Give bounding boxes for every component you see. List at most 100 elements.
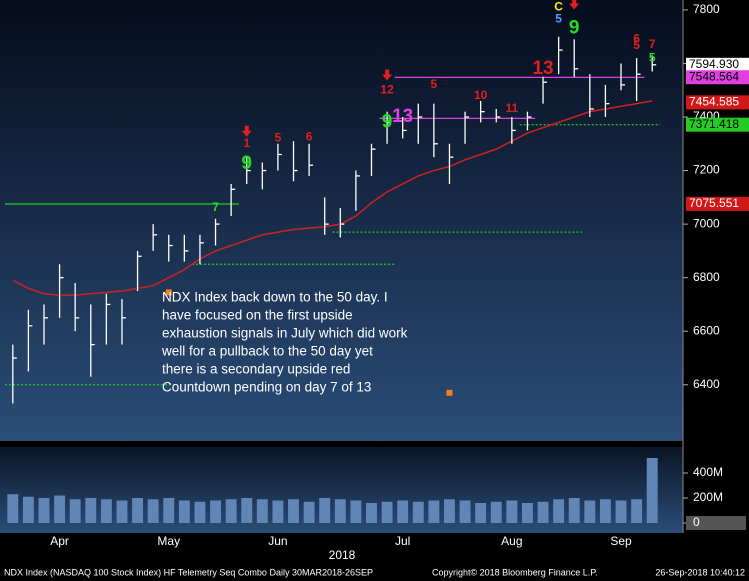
signal-arrow xyxy=(241,125,252,137)
marker xyxy=(165,289,172,296)
volume-bar xyxy=(303,501,315,523)
volume-tick-label: 0 xyxy=(693,515,700,529)
marker xyxy=(446,389,453,396)
x-tick-label: Apr xyxy=(50,534,69,548)
volume-bar xyxy=(366,503,377,523)
volume-bar xyxy=(256,499,268,523)
note-text: Countdown pending on day 7 of 13 xyxy=(162,380,371,395)
volume-bar xyxy=(444,499,455,523)
sequential-count: 7 xyxy=(212,200,219,214)
volume-bar xyxy=(334,499,346,523)
y-tick-label: 6800 xyxy=(693,270,720,284)
volume-bar xyxy=(54,495,66,523)
x-tick-label: Aug xyxy=(501,534,522,548)
price-tag xyxy=(686,70,749,85)
sequential-count: 5 xyxy=(633,38,640,52)
price-tag-label: 7075.551 xyxy=(689,196,739,210)
volume-bar xyxy=(615,500,627,523)
volume-bar xyxy=(194,501,206,523)
zero-box xyxy=(686,516,746,530)
volume-bar xyxy=(506,500,518,523)
sequential-count: 9 xyxy=(382,111,393,132)
volume-tick-label: 400M xyxy=(693,465,723,479)
volume-bar xyxy=(319,498,331,523)
sequential-count: 1 xyxy=(243,136,250,150)
footer-left: NDX Index (NASDAQ 100 Stock Index) HF Te… xyxy=(4,567,373,577)
volume-bar xyxy=(490,501,502,523)
volume-bar xyxy=(225,499,237,523)
sequential-count: 5 xyxy=(431,77,438,91)
sequential-count: 11 xyxy=(506,101,519,115)
volume-bar xyxy=(100,499,112,523)
price-tag xyxy=(686,117,749,132)
volume-bar xyxy=(178,500,190,523)
y-tick-label: 6400 xyxy=(693,377,720,391)
volume-bar xyxy=(210,500,221,523)
y-tick-label: 7000 xyxy=(693,216,720,230)
volume-bar xyxy=(568,498,580,523)
volume-bar xyxy=(116,500,128,523)
volume-bar xyxy=(459,500,471,523)
price-tag xyxy=(686,196,749,211)
volume-bar xyxy=(428,500,440,523)
volume-bar xyxy=(631,499,643,523)
x-tick-label: Jul xyxy=(395,534,410,548)
volume-bar xyxy=(163,498,175,523)
volume-bar xyxy=(85,498,97,523)
sequential-count: 5 xyxy=(555,11,562,25)
volume-bar xyxy=(288,499,299,523)
x-tick-label: Sep xyxy=(610,534,632,548)
volume-tick-label: 200M xyxy=(693,490,723,504)
sequential-count: 5 xyxy=(275,131,282,145)
sequential-count: 13 xyxy=(532,58,553,79)
volume-bar xyxy=(22,496,34,523)
sequential-count: 6 xyxy=(306,129,313,143)
note-text: there is a secondary upside red xyxy=(162,362,350,377)
volume-bar xyxy=(412,501,424,523)
price-tag-label: 7371.418 xyxy=(689,117,739,131)
volume-bar xyxy=(132,498,144,523)
price-tag xyxy=(686,95,749,110)
sequential-count: 9 xyxy=(241,153,252,174)
x-tick-label: May xyxy=(157,534,180,548)
sequential-count: 6 xyxy=(633,32,640,46)
volume-bar xyxy=(584,500,596,523)
x-tick-label: Jun xyxy=(268,534,287,548)
y-tick-label: 6600 xyxy=(693,323,720,337)
price-tag xyxy=(686,57,749,72)
price-tag-label: 7548.564 xyxy=(689,69,739,83)
volume-bar xyxy=(553,499,565,523)
volume-bar xyxy=(537,501,549,523)
sequential-count: 9 xyxy=(569,18,580,39)
sequential-count: 10 xyxy=(474,88,488,102)
price-tag-label: 7594.930 xyxy=(689,57,739,71)
volume-bar xyxy=(397,500,409,523)
volume-bar xyxy=(38,498,50,523)
sequential-count: 7 xyxy=(649,37,656,51)
volume-bar xyxy=(646,458,658,523)
y-tick-label: 7200 xyxy=(693,163,720,177)
sequential-count: 12 xyxy=(380,82,394,96)
volume-bar xyxy=(599,499,611,523)
volume-bar xyxy=(381,501,393,523)
note-text: well for a pullback to the 50 day yet xyxy=(161,344,373,359)
volume-bar xyxy=(272,500,284,523)
volume-bar xyxy=(7,494,19,523)
moving-average xyxy=(12,100,653,296)
footer-right: 26-Sep-2018 10:40:12 xyxy=(655,567,745,577)
sequential-count: 13 xyxy=(392,106,413,127)
volume-bar xyxy=(475,503,487,523)
sequential-count: 5 xyxy=(649,50,656,64)
footer-mid: Copyright© 2018 Bloomberg Finance L.P. xyxy=(432,567,598,577)
price-panel xyxy=(0,0,683,441)
note-text: exhaustion signals in July which did wor… xyxy=(162,326,408,341)
note-text: have focused on the first upside xyxy=(162,308,353,323)
y-tick-label: 7800 xyxy=(693,2,720,16)
signal-arrow xyxy=(569,0,580,10)
volume-bar xyxy=(241,498,253,523)
price-tag-label: 7454.585 xyxy=(689,95,739,109)
signal-arrow xyxy=(382,69,393,81)
year-label: 2018 xyxy=(329,548,356,562)
note-text: NDX Index back down to the 50 day. I xyxy=(162,290,388,305)
